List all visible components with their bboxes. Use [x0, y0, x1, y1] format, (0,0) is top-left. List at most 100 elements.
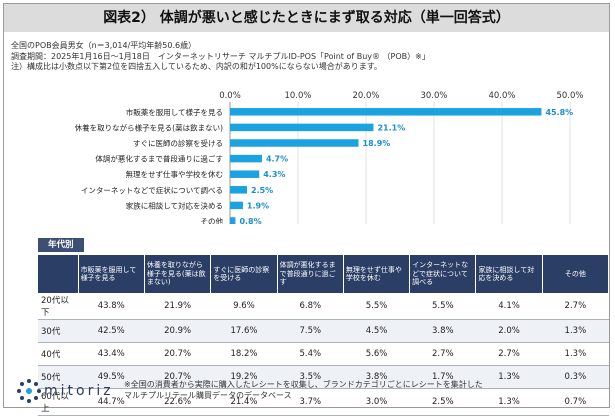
- data-label: 1.9%: [247, 201, 269, 210]
- table-cell: 20.7%: [144, 365, 211, 389]
- category-label: 市販薬を服用して様子を見る: [126, 107, 223, 117]
- figure-title: 図表2） 体調が悪いと感じたときにまず取る対応（単一回答式）: [4, 4, 609, 32]
- header-col: 家族に相談して対応を決める: [475, 255, 543, 293]
- table-cell: 20.7%: [144, 342, 211, 366]
- survey-notes: 全国のPOB会員男女（n＝3,014/平均年齢50.6歳） 調査期間：2025年…: [11, 41, 430, 73]
- table-cell: 4.1%: [475, 293, 543, 320]
- data-label: 0.8%: [239, 217, 261, 224]
- x-tick-label: 30.0%: [420, 91, 447, 101]
- bar: [230, 154, 262, 163]
- table-cell: 5.5%: [343, 293, 410, 320]
- table-cell: 49.5%: [78, 365, 145, 389]
- table-cell: 42.5%: [78, 319, 145, 343]
- data-label: 45.8%: [545, 108, 573, 117]
- figure-frame: 図表2） 体調が悪いと感じたときにまず取る対応（単一回答式） 全国のPOB会員男…: [3, 3, 610, 416]
- table-cell: 1.3%: [542, 342, 609, 366]
- data-label: 2.5%: [251, 186, 273, 195]
- logo-text: mitoriz: [44, 383, 114, 399]
- header-col: 市販薬を服用して様子を見る: [78, 255, 145, 293]
- header-col: すぐに医師の診察を受ける: [210, 255, 278, 293]
- header-col: インターネットなどで症状について調べる: [409, 255, 477, 293]
- table-cell: 5.5%: [409, 293, 476, 320]
- data-label: 18.9%: [363, 139, 391, 148]
- bar: [230, 186, 247, 194]
- note-period: 調査期間：2025年1月16日～1月18日 インターネットリサーチ マルチプルI…: [11, 51, 430, 61]
- header-col: 体調が悪化するまで普段通りに過ごす: [277, 255, 344, 293]
- category-label: すぐに医師の診察を受ける: [133, 138, 223, 148]
- category-label: 家族に相談して対応を決める: [126, 200, 223, 210]
- table-cell: 5.6%: [343, 342, 410, 366]
- table-cell: 3.8%: [409, 319, 476, 343]
- header-col: 無理をせず仕事や学校を休む: [343, 255, 411, 293]
- table-cell: 2.7%: [409, 342, 476, 366]
- table-cell: 0.3%: [542, 365, 609, 389]
- category-label: インターネットなどで症状について調べる: [81, 185, 223, 195]
- x-tick-label: 20.0%: [352, 91, 379, 101]
- note-rounding: 注）構成比は小数点以下第2位を四捨五入しているため、内訳の和が100%にならない…: [11, 62, 382, 71]
- x-tick-label: 0.0%: [219, 91, 241, 101]
- header-corner: [38, 255, 79, 293]
- table-cell: 19.2%: [210, 365, 278, 389]
- table-cell: 2.0%: [475, 319, 543, 343]
- data-label: 4.3%: [263, 170, 285, 179]
- table-cell: 2.7%: [475, 342, 543, 366]
- table-cell: 43.4%: [78, 342, 145, 366]
- table-cell: 43.8%: [78, 293, 145, 320]
- age-table: 市販薬を服用して様子を見る 休養を取りながら様子を見る(薬は飲まない) すぐに医…: [38, 255, 610, 416]
- bar: [230, 201, 243, 210]
- table-row: 40代 43.4% 20.7% 18.2% 5.4% 5.6% 2.7% 2.7…: [38, 342, 609, 366]
- note-sample: 全国のPOB会員男女（n＝3,014/平均年齢50.6歳）: [11, 41, 197, 50]
- table-cell: 3.5%: [277, 365, 344, 389]
- table-cell: 1.3%: [475, 365, 543, 389]
- table-cell: 21.9%: [144, 293, 211, 320]
- bar: [230, 123, 374, 132]
- logo: mitoriz: [16, 378, 114, 404]
- bar-chart: 0.0% 10.0% 20.0% 30.0% 40.0% 50.0% 市販薬を服用して様子を…: [75, 91, 584, 224]
- table-row: 20代以下 43.8% 21.9% 9.6% 6.8% 5.5% 5.5% 4.…: [38, 293, 609, 320]
- table-cell: 18.2%: [210, 342, 278, 366]
- footnote-line: マルチプルリテール購買データのデータベース: [124, 391, 292, 400]
- header-col: 休養を取りながら様子を見る(薬は飲まない): [144, 255, 212, 293]
- age-table-section: 年代別 市販薬を服用して様子を見る 休養を取りながら様子を見る(薬は飲まない) …: [38, 232, 610, 416]
- table-cell: 20.9%: [144, 319, 211, 343]
- category-label: その他: [201, 216, 224, 224]
- x-tick-label: 50.0%: [556, 91, 583, 101]
- table-cell: 4.5%: [343, 319, 410, 343]
- row-age: 60代以上: [38, 388, 79, 416]
- table-cell: 17.6%: [210, 319, 278, 343]
- footnote: ※全国の消費者から実際に購入したレシートを収集し、ブランドカテゴリごとにレシート…: [124, 379, 483, 401]
- x-tick-label: 10.0%: [284, 91, 311, 101]
- row-age: 50代: [38, 365, 79, 389]
- logo-mark-icon: [17, 379, 41, 403]
- bar: [230, 139, 359, 147]
- table-cell: 7.5%: [277, 319, 344, 343]
- table-header-row: 市販薬を服用して様子を見る 休養を取りながら様子を見る(薬は飲まない) すぐに医…: [38, 255, 610, 293]
- table-row: 30代 42.5% 20.9% 17.6% 7.5% 4.5% 3.8% 2.0…: [38, 319, 609, 343]
- table-cell: 3.8%: [343, 365, 410, 389]
- category-label: 無理をせず仕事や学校を休む: [126, 169, 224, 179]
- row-age: 20代以下: [38, 293, 79, 320]
- table-row: 50代 49.5% 20.7% 19.2% 3.5% 3.8% 1.7% 1.3…: [38, 365, 609, 389]
- table-cell: 2.7%: [542, 293, 609, 320]
- header-col: その他: [542, 255, 610, 293]
- table-tag: 年代別: [38, 238, 84, 252]
- table-cell: 1.3%: [542, 319, 609, 343]
- table-cell: 9.6%: [210, 293, 278, 320]
- table-cell: 3.0%: [343, 388, 410, 416]
- category-label: 体調が悪化するまで普段通りに過ごす: [95, 154, 223, 164]
- row-age: 30代: [38, 319, 79, 343]
- x-tick-label: 40.0%: [488, 91, 515, 101]
- table-cell: 5.4%: [277, 342, 344, 366]
- table-cell: 0.7%: [542, 388, 609, 416]
- row-age: 40代: [38, 342, 79, 366]
- table-cell: 6.8%: [277, 293, 344, 320]
- data-label: 4.7%: [266, 155, 288, 164]
- data-label: 21.1%: [377, 123, 405, 132]
- table-cell: 1.3%: [475, 388, 543, 416]
- table-cell: 1.7%: [409, 365, 476, 389]
- bar: [230, 217, 236, 224]
- footnote-line: ※全国の消費者から実際に購入したレシートを収集し、ブランドカテゴリごとにレシート…: [124, 380, 483, 389]
- bar: [230, 108, 542, 116]
- bar: [230, 170, 260, 178]
- category-label: 休養を取りながら様子を見る(薬は飲まない): [75, 122, 223, 132]
